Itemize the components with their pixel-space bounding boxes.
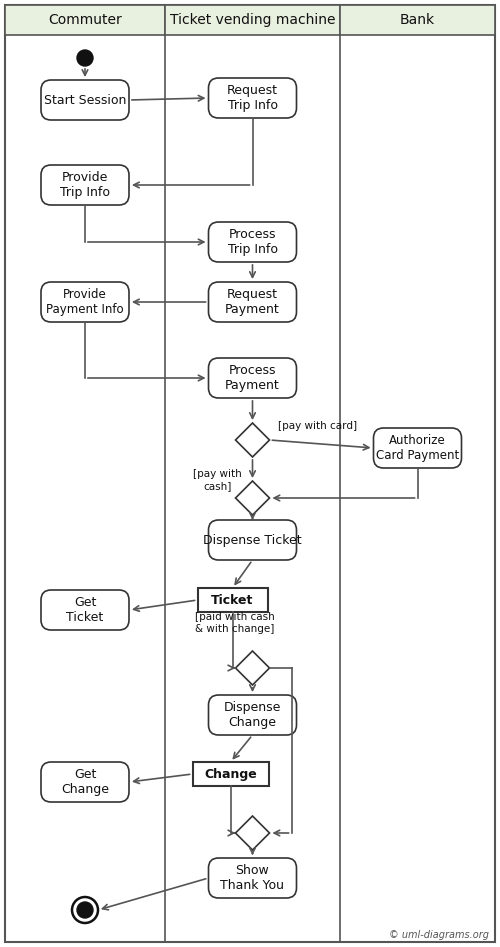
FancyBboxPatch shape <box>208 695 296 735</box>
Text: Change: Change <box>204 767 257 780</box>
Text: Process
Trip Info: Process Trip Info <box>228 228 278 256</box>
Text: Ticket: Ticket <box>212 594 254 606</box>
FancyBboxPatch shape <box>41 80 129 120</box>
Text: [pay with
cash]: [pay with cash] <box>193 469 242 491</box>
FancyBboxPatch shape <box>41 762 129 802</box>
Polygon shape <box>236 816 270 850</box>
Text: © uml-diagrams.org: © uml-diagrams.org <box>389 930 489 940</box>
Polygon shape <box>236 423 270 457</box>
Text: Get
Ticket: Get Ticket <box>66 596 104 624</box>
FancyBboxPatch shape <box>41 165 129 205</box>
Text: Bank: Bank <box>400 13 435 27</box>
Text: [pay with card]: [pay with card] <box>278 421 357 431</box>
Text: Provide
Trip Info: Provide Trip Info <box>60 171 110 199</box>
Text: Ticket vending machine: Ticket vending machine <box>170 13 335 27</box>
Text: Dispense
Change: Dispense Change <box>224 701 281 729</box>
Text: Request
Payment: Request Payment <box>225 288 280 316</box>
Text: Provide
Payment Info: Provide Payment Info <box>46 288 124 316</box>
Text: Authorize
Card Payment: Authorize Card Payment <box>376 434 459 462</box>
Text: Get
Change: Get Change <box>61 768 109 796</box>
FancyBboxPatch shape <box>208 222 296 262</box>
Bar <box>340 5 495 35</box>
Bar <box>198 588 268 612</box>
Polygon shape <box>236 651 270 685</box>
Text: Request
Trip Info: Request Trip Info <box>227 84 278 112</box>
Text: Show
Thank You: Show Thank You <box>220 864 284 892</box>
FancyBboxPatch shape <box>208 858 296 898</box>
FancyBboxPatch shape <box>374 428 462 468</box>
Circle shape <box>77 50 93 66</box>
Text: Start Session: Start Session <box>44 94 126 106</box>
FancyBboxPatch shape <box>208 358 296 398</box>
Bar <box>5 5 165 35</box>
Text: Dispense Ticket: Dispense Ticket <box>203 533 302 546</box>
Text: [paid with cash
& with change]: [paid with cash & with change] <box>194 612 274 634</box>
FancyBboxPatch shape <box>208 520 296 560</box>
Bar <box>165 5 340 35</box>
Text: Process
Payment: Process Payment <box>225 364 280 392</box>
FancyBboxPatch shape <box>208 78 296 118</box>
Text: Commuter: Commuter <box>48 13 122 27</box>
FancyBboxPatch shape <box>41 590 129 630</box>
Bar <box>192 762 268 786</box>
FancyBboxPatch shape <box>208 282 296 322</box>
FancyBboxPatch shape <box>41 282 129 322</box>
Circle shape <box>77 902 93 918</box>
Circle shape <box>72 897 98 923</box>
Polygon shape <box>236 481 270 515</box>
